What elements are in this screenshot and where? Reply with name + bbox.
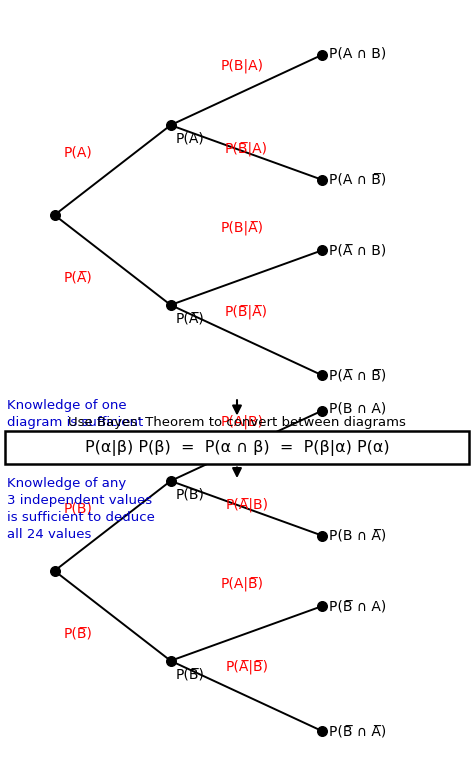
Text: P(B̅): P(B̅) — [64, 626, 92, 640]
Text: P(B̅ ∩ A): P(B̅ ∩ A) — [329, 599, 387, 613]
Point — [167, 119, 174, 131]
Text: P(B): P(B) — [64, 501, 92, 515]
FancyBboxPatch shape — [5, 431, 469, 464]
Point — [319, 174, 326, 186]
Point — [167, 655, 174, 667]
Text: P(B|A̅): P(B|A̅) — [220, 220, 263, 235]
Text: P(A̅): P(A̅) — [175, 311, 204, 325]
Text: P(A̅|B): P(A̅|B) — [226, 497, 269, 512]
Text: Knowledge of any
3 independent values
is sufficient to deduce
all 24 values: Knowledge of any 3 independent values is… — [7, 477, 155, 541]
Text: Use Bayes' Theorem to convert between diagrams: Use Bayes' Theorem to convert between di… — [68, 415, 406, 429]
Text: P(A|B): P(A|B) — [220, 414, 263, 429]
Text: P(A): P(A) — [64, 145, 92, 160]
Text: P(B ∩ A): P(B ∩ A) — [329, 402, 387, 416]
Text: P(A̅|B̅): P(A̅|B̅) — [226, 659, 269, 674]
Text: P(B̅ ∩ A̅): P(B̅ ∩ A̅) — [329, 724, 387, 738]
Point — [167, 299, 174, 311]
Text: P(B|A): P(B|A) — [220, 58, 263, 73]
Point — [167, 475, 174, 487]
Point — [319, 404, 326, 417]
Text: P(B̅|A̅): P(B̅|A̅) — [225, 304, 268, 319]
Point — [319, 600, 326, 612]
Point — [319, 529, 326, 542]
Text: Knowledge of one
diagram is sufficient
to deduce the other: Knowledge of one diagram is sufficient t… — [7, 399, 143, 446]
Text: P(A|B̅): P(A|B̅) — [220, 576, 263, 591]
Text: P(A̅ ∩ B̅): P(A̅ ∩ B̅) — [329, 368, 387, 382]
Point — [51, 565, 58, 577]
Text: P(A̅): P(A̅) — [64, 271, 92, 285]
Point — [51, 209, 58, 221]
Point — [319, 369, 326, 382]
Text: P(A): P(A) — [175, 131, 204, 145]
Text: P(B̅|A): P(B̅|A) — [225, 142, 268, 156]
Text: P(A ∩ B): P(A ∩ B) — [329, 46, 387, 60]
Point — [319, 244, 326, 256]
Text: P(A̅ ∩ B): P(A̅ ∩ B) — [329, 243, 387, 257]
Text: P(B): P(B) — [175, 487, 204, 501]
Text: P(B ∩ A̅): P(B ∩ A̅) — [329, 529, 387, 543]
Point — [319, 725, 326, 737]
Text: P(A ∩ B̅): P(A ∩ B̅) — [329, 173, 387, 187]
Text: P(B̅): P(B̅) — [175, 667, 204, 681]
Text: P(α|β) P(β)  =  P(α ∩ β)  =  P(β|α) P(α): P(α|β) P(β) = P(α ∩ β) = P(β|α) P(α) — [85, 440, 389, 456]
Point — [319, 48, 326, 61]
